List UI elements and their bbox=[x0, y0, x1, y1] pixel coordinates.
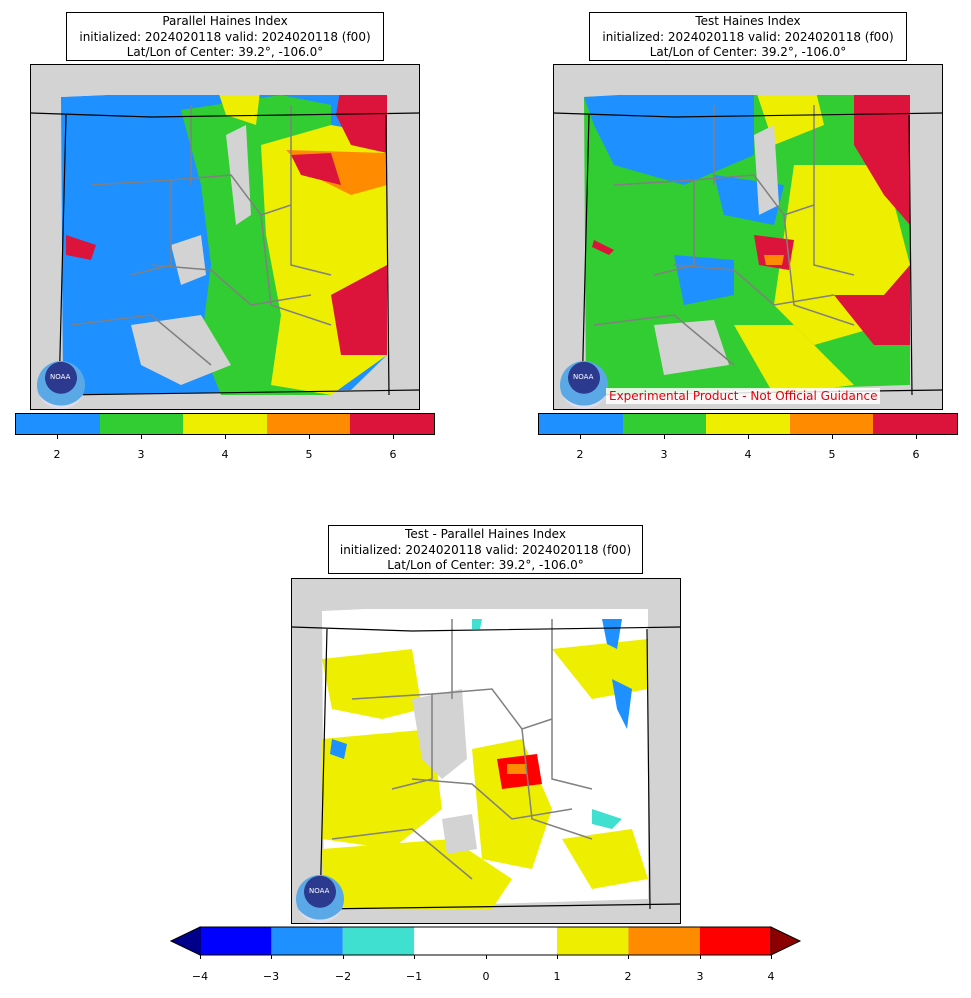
cbar3-tick-m3: −3 bbox=[262, 970, 280, 983]
cbar3-tick-1: 1 bbox=[553, 970, 561, 983]
noaa-logo-text: NOAA bbox=[309, 887, 330, 895]
cbar2-seg-5 bbox=[789, 414, 874, 434]
cbar3-seg-4 bbox=[414, 927, 557, 955]
cbar3-under-arrow bbox=[170, 926, 201, 956]
cbar2-tick-3: 3 bbox=[660, 448, 668, 461]
cbar3-seg-2 bbox=[271, 927, 343, 955]
panel2-title-line3: Lat/Lon of Center: 39.2°, -106.0° bbox=[649, 45, 847, 59]
cbar3-tick-m4: −4 bbox=[191, 970, 209, 983]
cbar3-tick-0: 0 bbox=[482, 970, 490, 983]
noaa-logo-text: NOAA bbox=[573, 373, 594, 381]
noaa-logo: NOAA bbox=[296, 875, 344, 923]
cbar2-tick-5: 5 bbox=[828, 448, 836, 461]
noaa-logo-text: NOAA bbox=[50, 373, 71, 381]
cbar1-seg-6 bbox=[350, 414, 434, 434]
cbar1-tick-4: 4 bbox=[221, 448, 229, 461]
panel3-title-line1: Test - Parallel Haines Index bbox=[405, 527, 566, 541]
cbar2-tick-6: 6 bbox=[912, 448, 920, 461]
cbar3-tick-4: 4 bbox=[767, 970, 775, 983]
cbar3-seg-5 bbox=[557, 927, 629, 955]
cbar1-tick-6: 6 bbox=[389, 448, 397, 461]
cbar1-tick-3: 3 bbox=[137, 448, 145, 461]
cbar3-tick-m2: −2 bbox=[334, 970, 352, 983]
noaa-logo: NOAA bbox=[560, 361, 608, 409]
panel2-map: NOAA Experimental Product - Not Official… bbox=[553, 64, 943, 410]
cbar1-seg-5 bbox=[266, 414, 351, 434]
cbar2-tick-2: 2 bbox=[576, 448, 584, 461]
cbar2-tick-4: 4 bbox=[744, 448, 752, 461]
cbar3-seg-1 bbox=[200, 927, 272, 955]
panel3-colorbar bbox=[170, 926, 802, 956]
panel2-title-line2: initialized: 2024020118 valid: 202402011… bbox=[602, 29, 894, 44]
cbar3-tick-m1: −1 bbox=[405, 970, 423, 983]
panel2-title-line1: Test Haines Index bbox=[695, 14, 801, 28]
cbar1-tick-5: 5 bbox=[305, 448, 313, 461]
cbar3-seg-3 bbox=[342, 927, 415, 955]
panel3-title-line3: Lat/Lon of Center: 39.2°, -106.0° bbox=[387, 558, 584, 572]
cbar1-seg-2 bbox=[16, 414, 100, 434]
panel1-colorbar bbox=[15, 413, 435, 435]
panel1-title-line1: Parallel Haines Index bbox=[162, 14, 288, 28]
panel1-county-lines bbox=[70, 105, 332, 366]
noaa-logo: NOAA bbox=[37, 361, 85, 409]
panel3-title: Test - Parallel Haines Index initialized… bbox=[328, 525, 643, 574]
panel2-title: Test Haines Index initialized: 202402011… bbox=[589, 12, 907, 61]
cbar3-tick-3: 3 bbox=[696, 970, 704, 983]
cbar3-seg-7 bbox=[699, 927, 772, 955]
panel3-title-line2: initialized: 2024020118 valid: 202402011… bbox=[339, 542, 632, 557]
cbar1-seg-3 bbox=[99, 414, 184, 434]
cbar2-seg-4 bbox=[706, 414, 790, 434]
panel3-state-lines bbox=[292, 626, 680, 910]
panel3-county-lines bbox=[331, 619, 593, 880]
panel1-state-lines bbox=[31, 112, 419, 396]
panel1-title-line3: Lat/Lon of Center: 39.2°, -106.0° bbox=[126, 45, 324, 59]
cbar3-seg-6 bbox=[628, 927, 700, 955]
cbar2-seg-6 bbox=[873, 414, 957, 434]
cbar3-tick-2: 2 bbox=[624, 970, 632, 983]
panel1-map: NOAA bbox=[30, 64, 420, 410]
experimental-product-notice: Experimental Product - Not Official Guid… bbox=[606, 388, 881, 404]
cbar2-seg-3 bbox=[622, 414, 707, 434]
cbar1-seg-4 bbox=[183, 414, 267, 434]
panel1-title-line2: initialized: 2024020118 valid: 202402011… bbox=[79, 29, 371, 44]
cbar1-tick-2: 2 bbox=[53, 448, 61, 461]
panel3-map: NOAA bbox=[291, 578, 681, 924]
cbar2-seg-2 bbox=[539, 414, 623, 434]
panel1-title: Parallel Haines Index initialized: 20240… bbox=[66, 12, 384, 61]
panel2-county-lines bbox=[593, 105, 855, 366]
cbar3-over-arrow bbox=[770, 926, 802, 956]
panel2-colorbar bbox=[538, 413, 958, 435]
